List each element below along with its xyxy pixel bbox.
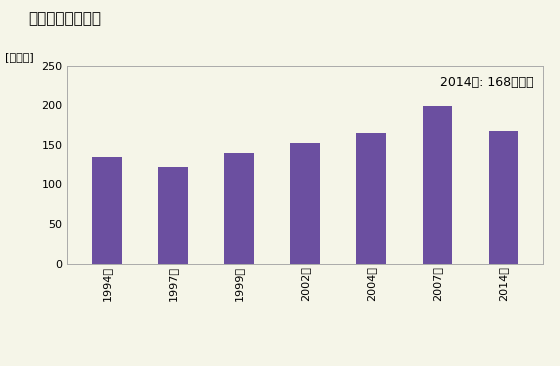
Text: 卵売業の事業所数: 卵売業の事業所数 <box>28 11 101 26</box>
Bar <box>158 167 188 264</box>
Bar <box>224 153 254 264</box>
Bar <box>489 131 519 264</box>
Bar <box>356 133 386 264</box>
Bar <box>423 106 452 264</box>
Bar <box>92 157 122 264</box>
Bar <box>290 143 320 264</box>
Text: 2014年: 168事業所: 2014年: 168事業所 <box>440 76 534 89</box>
Text: [事業所]: [事業所] <box>6 52 34 62</box>
